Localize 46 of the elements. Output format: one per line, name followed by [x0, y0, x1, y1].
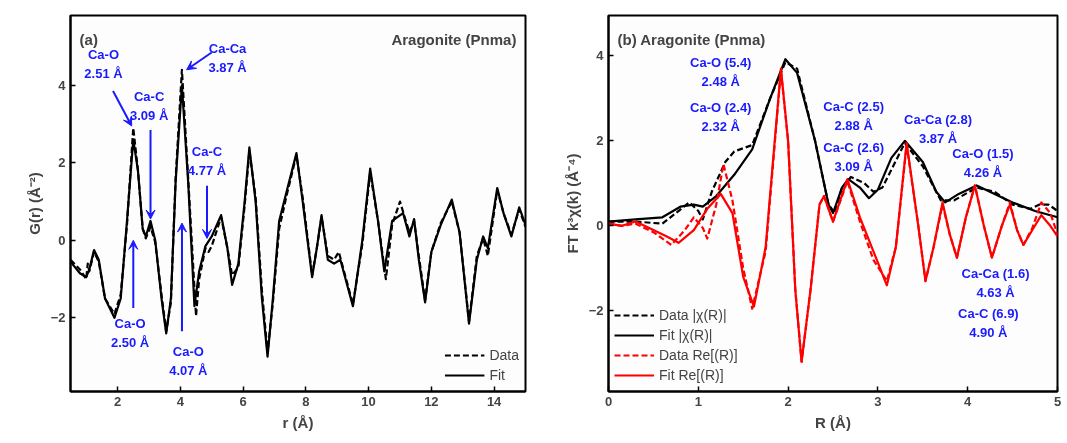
x-tick-label: 14 — [486, 393, 503, 409]
y-tick-label: −2 — [588, 303, 604, 319]
y-tick-label: 4 — [58, 77, 67, 93]
text: (a) — [79, 30, 98, 48]
annotation: Ca-O (5.4) 2.48 Å — [690, 55, 752, 89]
legend-label: Fit |χ(R)| — [659, 327, 713, 343]
x-tick-label: 5 — [1053, 393, 1062, 409]
text: (b) Aragonite (Pnma) — [617, 30, 766, 48]
y-tick-label: 2 — [596, 133, 604, 149]
y-tick-label: 4 — [596, 48, 605, 64]
annotation: Ca-C (6.9) 4.90 Å — [958, 305, 1019, 340]
x-tick-label: 1 — [694, 393, 702, 409]
legend-label: Fit — [489, 367, 506, 383]
x-tick-label: 3 — [874, 393, 882, 409]
x-tick-label: 12 — [424, 393, 439, 409]
annotation: Ca-C (2.6) 3.09 Å — [823, 140, 884, 175]
annotation: Ca-C (2.5) 2.88 Å — [823, 99, 884, 133]
legend-label: Fit Re[(R)] — [659, 367, 724, 383]
y-axis-title: FT k³χ(k) (Å⁻⁴) — [563, 153, 581, 254]
annotation: Ca-Ca (2.8) 3.87 Å — [904, 112, 973, 146]
y-tick-label: 0 — [596, 218, 604, 234]
annotation: Ca-O (1.5) 4.26 Å — [952, 146, 1014, 180]
text: Aragonite (Pnma) — [391, 30, 517, 48]
y-axis-title: G(r) (Å⁻²) — [25, 172, 43, 235]
y-tick-label: −2 — [50, 310, 66, 326]
legend-label: Data |χ(R)| — [659, 307, 727, 323]
annotation: Ca-O 2.51 Å — [84, 47, 124, 81]
x-axis-title: R (Å) — [815, 413, 851, 431]
y-tick-label: 0 — [58, 232, 66, 248]
annotation: Ca-C 3.09 Å — [130, 89, 169, 124]
x-tick-label: 2 — [113, 393, 122, 409]
x-tick-label: 2 — [784, 393, 792, 409]
legend-label: Data — [489, 347, 519, 363]
x-axis-title: r (Å) — [282, 413, 314, 431]
x-tick-label: 4 — [964, 393, 973, 409]
y-tick-label: 2 — [58, 155, 66, 171]
legend-label: Data Re[(R)] — [659, 347, 738, 363]
annotation: Ca-Ca 3.87 Å — [208, 41, 248, 75]
x-tick-label: 8 — [302, 393, 310, 409]
x-tick-label: 6 — [239, 393, 247, 409]
x-tick-label: 4 — [176, 393, 185, 409]
x-tick-label: 10 — [361, 393, 376, 409]
annotation: Ca-O (2.4) 2.32 Å — [690, 100, 752, 134]
annotation: Ca-O 4.07 Å — [169, 343, 209, 378]
annotation: Ca-O 2.50 Å — [110, 316, 150, 351]
annotation: Ca-Ca (1.6) 4.63 Å — [961, 266, 1030, 301]
